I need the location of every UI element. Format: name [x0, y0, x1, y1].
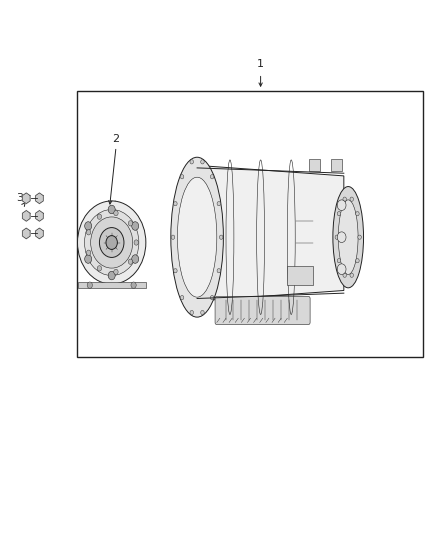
- Circle shape: [337, 264, 346, 274]
- Circle shape: [217, 269, 221, 273]
- Polygon shape: [35, 193, 43, 204]
- Ellipse shape: [177, 177, 217, 297]
- Circle shape: [337, 200, 346, 211]
- Circle shape: [337, 212, 341, 216]
- Circle shape: [173, 269, 177, 273]
- Circle shape: [180, 175, 184, 179]
- Polygon shape: [195, 165, 344, 301]
- Bar: [309, 159, 320, 171]
- Ellipse shape: [338, 200, 358, 274]
- Circle shape: [99, 228, 124, 257]
- Circle shape: [91, 217, 133, 268]
- Circle shape: [114, 211, 118, 216]
- Circle shape: [335, 235, 339, 239]
- Circle shape: [86, 250, 91, 255]
- Bar: [287, 266, 313, 285]
- Circle shape: [108, 271, 115, 280]
- Circle shape: [108, 205, 115, 214]
- Circle shape: [343, 273, 346, 277]
- Ellipse shape: [171, 157, 223, 317]
- Circle shape: [201, 310, 204, 314]
- Circle shape: [358, 235, 361, 239]
- Circle shape: [132, 255, 139, 263]
- Circle shape: [190, 310, 194, 314]
- Circle shape: [173, 201, 177, 206]
- Circle shape: [219, 235, 223, 239]
- Bar: [331, 159, 342, 171]
- Circle shape: [337, 232, 346, 243]
- Circle shape: [85, 209, 139, 276]
- Bar: [78, 282, 146, 288]
- Circle shape: [97, 265, 102, 271]
- Circle shape: [190, 160, 194, 164]
- Circle shape: [97, 214, 102, 220]
- Circle shape: [106, 236, 117, 249]
- Circle shape: [131, 282, 136, 288]
- Circle shape: [337, 259, 341, 263]
- Circle shape: [350, 197, 353, 201]
- Circle shape: [128, 221, 133, 226]
- Circle shape: [350, 273, 353, 277]
- Text: 3: 3: [16, 192, 23, 203]
- Polygon shape: [22, 193, 30, 204]
- Circle shape: [85, 222, 92, 230]
- Circle shape: [132, 222, 139, 230]
- Circle shape: [356, 259, 359, 263]
- FancyBboxPatch shape: [215, 296, 310, 325]
- Circle shape: [210, 295, 214, 300]
- Polygon shape: [22, 211, 30, 221]
- Circle shape: [210, 175, 214, 179]
- Ellipse shape: [333, 187, 364, 288]
- Circle shape: [78, 201, 146, 284]
- Circle shape: [180, 295, 184, 300]
- Circle shape: [114, 269, 118, 274]
- Circle shape: [86, 230, 91, 235]
- Circle shape: [356, 212, 359, 216]
- Circle shape: [134, 240, 138, 245]
- Circle shape: [87, 282, 92, 288]
- Ellipse shape: [111, 201, 120, 284]
- Circle shape: [85, 255, 92, 263]
- Circle shape: [128, 259, 133, 264]
- Polygon shape: [35, 228, 43, 239]
- Circle shape: [171, 235, 175, 239]
- Polygon shape: [35, 211, 43, 221]
- Circle shape: [217, 201, 221, 206]
- Polygon shape: [22, 228, 30, 239]
- Circle shape: [201, 160, 204, 164]
- Text: 2: 2: [113, 134, 120, 144]
- Circle shape: [343, 197, 346, 201]
- Text: 1: 1: [257, 59, 264, 69]
- Bar: [77, 91, 423, 357]
